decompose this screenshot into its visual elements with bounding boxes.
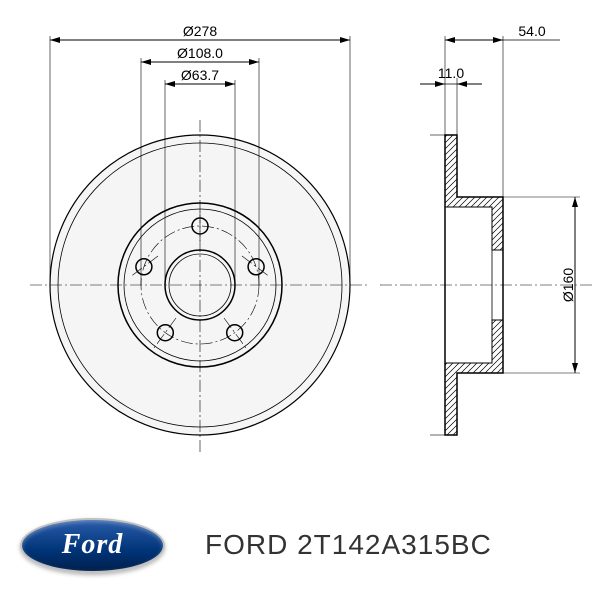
brand-bar: Ford FORD 2T142A315BC: [0, 490, 600, 600]
dim-center-bore: Ø63.7: [181, 67, 219, 83]
dim-bolt-circle: Ø108.0: [177, 45, 223, 61]
ford-logo-text: Ford: [62, 529, 124, 561]
technical-drawing: Ø278 Ø108.0 Ø63.7 11.0: [0, 0, 600, 490]
part-label: FORD 2T142A315BC: [205, 529, 492, 561]
dim-outer-diameter: Ø278: [183, 23, 217, 39]
dim-offset: 54.0: [518, 23, 545, 39]
ford-logo: Ford: [20, 518, 165, 573]
side-view: 11.0 54.0 Ø160: [380, 23, 595, 435]
front-view: Ø278 Ø108.0 Ø63.7: [30, 23, 370, 455]
brand-label: FORD: [205, 529, 288, 560]
dim-thickness: 11.0: [438, 65, 464, 81]
part-number: 2T142A315BC: [297, 529, 492, 560]
dim-hat-diameter: Ø160: [560, 268, 576, 302]
